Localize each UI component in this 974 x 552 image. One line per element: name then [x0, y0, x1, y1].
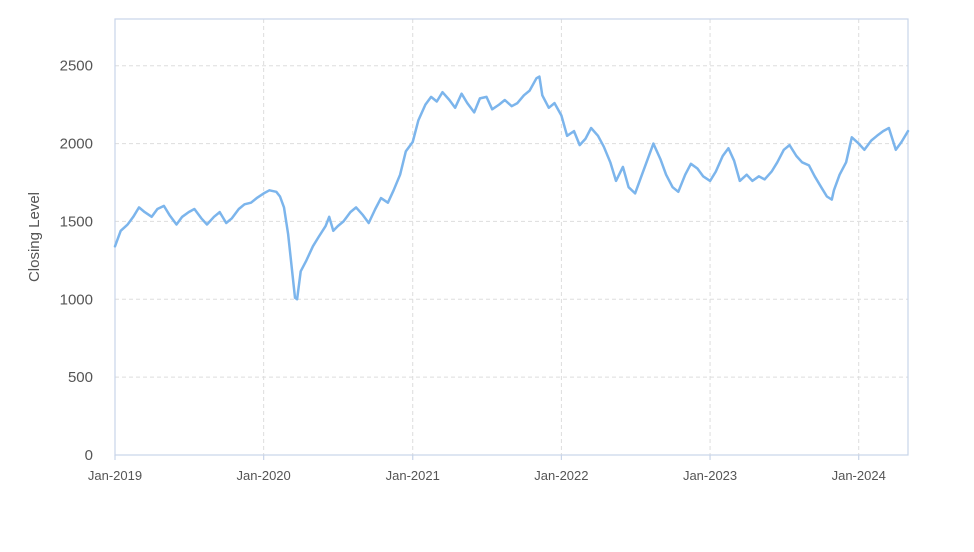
- y-tick-label: 2000: [60, 136, 93, 153]
- y-tick-label: 500: [68, 369, 93, 386]
- y-tick-label: 2500: [60, 58, 93, 75]
- series-line: [113, 75, 910, 301]
- grid-lines: [115, 19, 908, 455]
- x-tick-label: Jan-2020: [237, 468, 291, 483]
- x-axis-ticks: Jan-2019 Jan-2020 Jan-2021 Jan-2022 Jan-2023…: [88, 455, 886, 483]
- series-layer: [113, 75, 910, 301]
- y-axis-title: Closing Level: [26, 192, 43, 282]
- plot-area-border: [114, 18, 909, 456]
- y-axis-ticks: 0 500 1000 1500 2000 2500: [60, 58, 93, 464]
- x-tick-label: Jan-2021: [386, 468, 440, 483]
- x-tick-label: Jan-2023: [683, 468, 737, 483]
- x-tick-label: Jan-2022: [534, 468, 588, 483]
- x-tick-label: Jan-2019: [88, 468, 142, 483]
- y-tick-label: 0: [85, 447, 93, 464]
- y-tick-label: 1000: [60, 291, 93, 308]
- x-tick-label: Jan-2024: [832, 468, 886, 483]
- y-tick-label: 1500: [60, 213, 93, 230]
